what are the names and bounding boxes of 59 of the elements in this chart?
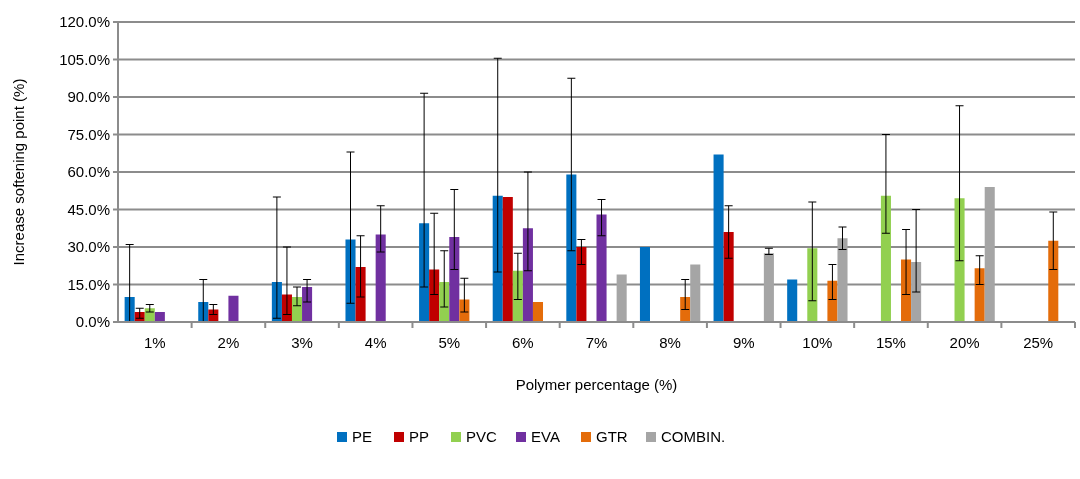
bar	[375, 234, 386, 322]
y-tick-label: 15.0%	[67, 275, 110, 293]
bar	[690, 264, 701, 322]
y-tick-label: 60.0%	[67, 163, 110, 181]
x-axis-title: Polymer percentage (%)	[515, 376, 678, 393]
x-tick-label: 6%	[512, 334, 534, 351]
x-tick-label: 8%	[659, 334, 681, 351]
bar	[680, 297, 691, 322]
bar	[1048, 240, 1059, 322]
x-tick-label: 25%	[1023, 334, 1054, 351]
bar	[763, 253, 774, 322]
bar	[429, 269, 440, 322]
bar	[837, 238, 848, 322]
bar	[807, 248, 818, 322]
bar	[954, 198, 965, 322]
bar	[880, 195, 891, 322]
bar	[502, 197, 513, 322]
x-tick-label: 20%	[949, 334, 980, 351]
bar	[713, 154, 724, 322]
bar	[532, 302, 544, 322]
bar	[566, 174, 577, 322]
bar	[228, 295, 239, 322]
x-tick-label: 3%	[291, 334, 313, 351]
legend-label: GTR	[596, 428, 628, 446]
x-tick-label: 15%	[875, 334, 906, 351]
legend-label: COMBIN.	[661, 428, 726, 446]
y-tick-label: 75.0%	[67, 125, 110, 143]
x-tick-label: 7%	[585, 334, 608, 351]
bar	[439, 282, 450, 322]
bar	[639, 247, 650, 322]
bar	[492, 195, 503, 322]
x-tick-label: 4%	[364, 334, 387, 351]
x-tick-label: 9%	[732, 334, 755, 351]
bar	[723, 232, 734, 322]
bar	[345, 239, 356, 322]
bar	[616, 274, 627, 322]
y-tick-label: 90.0%	[67, 88, 110, 106]
bar	[576, 247, 587, 322]
bar	[596, 214, 607, 322]
x-tick-label: 5%	[438, 334, 461, 351]
bar	[355, 267, 366, 322]
x-tick-label: 1%	[143, 334, 166, 351]
bar	[984, 187, 995, 322]
bar	[974, 268, 985, 322]
y-tick-label: 30.0%	[67, 238, 110, 256]
y-axis-title: Increase softening point (%)	[10, 78, 27, 266]
bar	[787, 279, 798, 322]
bar	[827, 280, 838, 322]
legend-label: PP	[409, 428, 430, 446]
legend-label: PVC	[466, 428, 498, 446]
legend-label: EVA	[531, 428, 560, 446]
x-tick-label: 10%	[802, 334, 833, 351]
y-tick-label: 105.0%	[59, 50, 110, 68]
y-tick-label: 0.0%	[75, 313, 110, 331]
y-tick-label: 120.0%	[59, 13, 110, 31]
legend-label: PE	[352, 428, 373, 446]
y-tick-label: 45.0%	[67, 200, 110, 218]
x-tick-label: 2%	[217, 334, 240, 351]
bar	[449, 237, 460, 322]
